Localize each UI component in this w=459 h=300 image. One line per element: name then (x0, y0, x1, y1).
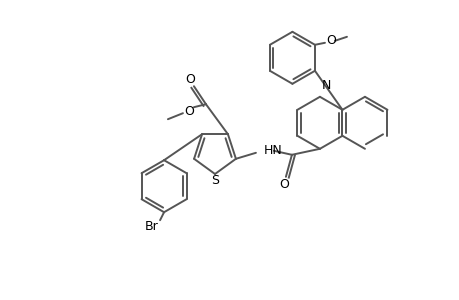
Text: HN: HN (263, 144, 282, 157)
Text: O: O (185, 73, 195, 86)
Text: Br: Br (145, 220, 159, 233)
Text: O: O (184, 105, 193, 118)
Text: N: N (321, 79, 330, 92)
Text: O: O (325, 34, 335, 47)
Text: O: O (278, 178, 288, 191)
Text: S: S (211, 175, 218, 188)
